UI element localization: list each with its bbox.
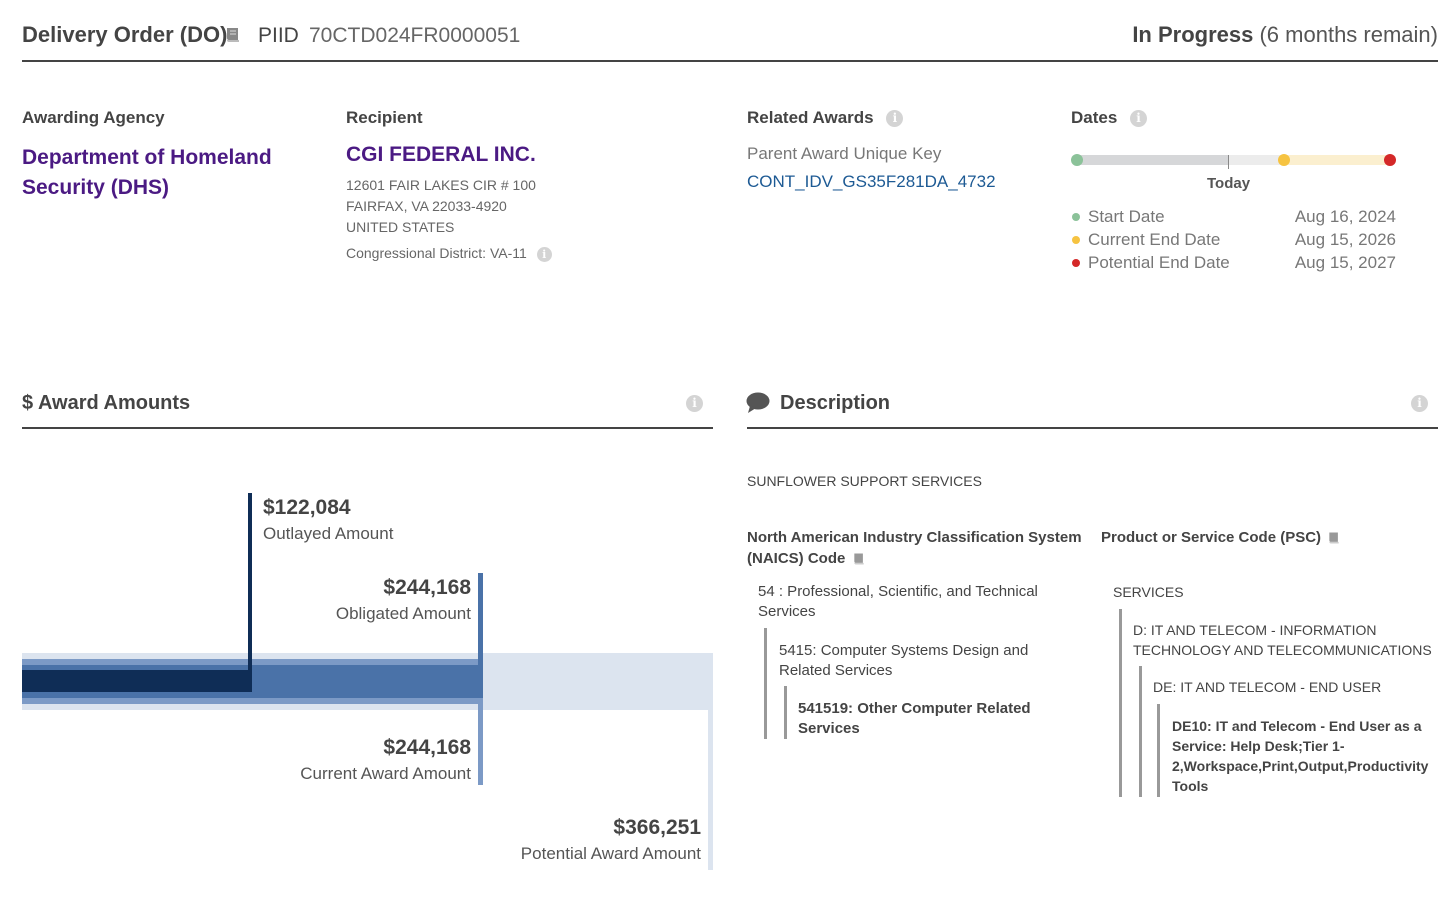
status-text: In Progress bbox=[1132, 22, 1254, 47]
psc-level-4-line-1: DE10: IT and Telecom - End User as a bbox=[1172, 718, 1422, 734]
naics-level-1-line-2: Services bbox=[758, 603, 816, 620]
psc-level-1: SERVICES bbox=[1113, 584, 1184, 600]
current-end-date-value: Aug 15, 2026 bbox=[1294, 230, 1396, 249]
header-divider bbox=[22, 60, 1438, 62]
outlayed-marker-line bbox=[248, 493, 252, 692]
naics-level-3-line-1: 541519: Other Computer Related bbox=[798, 700, 1031, 717]
related-awards-header: Related Awards i bbox=[747, 108, 904, 128]
psc-level-4-line-3: 2,Workspace,Print,Output,Productivity bbox=[1172, 758, 1429, 774]
awarding-agency-label: Awarding Agency bbox=[22, 108, 165, 127]
start-date-legend-dot bbox=[1072, 213, 1080, 221]
psc-tree-line-1 bbox=[1119, 609, 1122, 797]
potential-end-date-label: Potential End Date bbox=[1088, 253, 1230, 272]
timeline-start-marker bbox=[1071, 154, 1083, 166]
recipient-link[interactable]: CGI FEDERAL INC. bbox=[346, 143, 536, 166]
naics-level-2-line-1: 5415: Computer Systems Design and bbox=[779, 642, 1029, 659]
address-country: UNITED STATES bbox=[346, 219, 455, 235]
naics-tree-line-2 bbox=[784, 686, 787, 739]
psc-level-4-line-4: Tools bbox=[1172, 778, 1209, 794]
timeline-remaining-bar bbox=[1229, 155, 1283, 165]
dates-header: Dates i bbox=[1071, 108, 1148, 128]
naics-glossary-book-icon[interactable] bbox=[852, 552, 866, 566]
psc-tree-line-3 bbox=[1157, 704, 1160, 797]
naics-level-1: 54 : Professional, Scientific, and Techn… bbox=[758, 582, 1038, 622]
naics-level-2-line-2: Related Services bbox=[779, 662, 893, 679]
dates-info-icon[interactable]: i bbox=[1130, 110, 1148, 128]
psc-level-2: D: IT AND TELECOM - INFORMATION TECHNOLO… bbox=[1133, 620, 1432, 660]
potential-award-amount-label: Potential Award Amount bbox=[520, 844, 701, 863]
obligated-amount-value: $244,168 bbox=[383, 576, 471, 599]
congressional-district-info-icon[interactable]: i bbox=[536, 246, 552, 262]
outlayed-amount-label: Outlayed Amount bbox=[263, 524, 394, 543]
description-title: Description bbox=[780, 392, 891, 414]
award-amounts-info-icon[interactable]: i bbox=[686, 395, 703, 412]
psc-level-4: DE10: IT and Telecom - End User as a Ser… bbox=[1172, 716, 1428, 796]
current-end-date-legend-dot bbox=[1072, 236, 1080, 244]
congressional-district-text: Congressional District: VA-11 bbox=[346, 245, 527, 261]
naics-tree-line-1 bbox=[764, 628, 767, 739]
address-line-1: 12601 FAIR LAKES CIR # 100 bbox=[346, 177, 536, 193]
related-awards-info-icon[interactable]: i bbox=[886, 110, 904, 128]
outlayed-amount-value: $122,084 bbox=[263, 496, 351, 519]
start-date-label: Start Date bbox=[1088, 207, 1165, 226]
timeline-current-end-marker bbox=[1278, 154, 1290, 166]
description-divider bbox=[747, 427, 1438, 429]
parent-award-link[interactable]: CONT_IDV_GS35F281DA_4732 bbox=[747, 172, 996, 191]
psc-glossary-book-icon[interactable] bbox=[1327, 531, 1341, 545]
congressional-district: Congressional District: VA-11 i bbox=[346, 243, 552, 264]
psc-level-4-line-2: Service: Help Desk;Tier 1- bbox=[1172, 738, 1345, 754]
timeline-elapsed-bar bbox=[1076, 155, 1229, 165]
outlayed-bar[interactable] bbox=[22, 670, 252, 692]
naics-level-1-line-1: 54 : Professional, Scientific, and Techn… bbox=[758, 583, 1038, 600]
potential-award-marker-line bbox=[708, 710, 713, 870]
award-amounts-title: $ Award Amounts bbox=[22, 392, 191, 414]
related-awards-label: Related Awards bbox=[747, 108, 874, 127]
obligated-marker-line bbox=[478, 573, 483, 665]
current-award-amount-label: Current Award Amount bbox=[300, 764, 471, 783]
piid-label: PIID bbox=[258, 24, 299, 47]
current-award-marker-line bbox=[478, 704, 483, 785]
psc-level-2-line-1: D: IT AND TELECOM - INFORMATION bbox=[1133, 622, 1377, 638]
glossary-book-icon[interactable] bbox=[224, 26, 242, 44]
speech-bubble-icon bbox=[746, 392, 770, 413]
current-end-date-label: Current End Date bbox=[1088, 230, 1221, 249]
recipient-label: Recipient bbox=[346, 108, 423, 127]
naics-heading-line-2: (NAICS) Code bbox=[747, 550, 846, 567]
description-text: SUNFLOWER SUPPORT SERVICES bbox=[747, 473, 982, 489]
timeline-today-label: Today bbox=[1207, 175, 1251, 192]
award-status: In Progress (6 months remain) bbox=[1132, 22, 1438, 48]
start-date-value: Aug 16, 2024 bbox=[1294, 207, 1396, 226]
psc-level-2-line-2: TECHNOLOGY AND TELECOMMUNICATIONS bbox=[1133, 642, 1432, 658]
psc-heading-text: Product or Service Code (PSC) bbox=[1101, 529, 1322, 546]
awarding-agency-link[interactable]: Department of Homeland Security (DHS) bbox=[22, 146, 272, 199]
potential-end-date-value: Aug 15, 2027 bbox=[1294, 253, 1396, 272]
award-type-title: Delivery Order (DO) bbox=[22, 22, 228, 47]
description-info-icon[interactable]: i bbox=[1411, 395, 1428, 412]
status-remaining: (6 months remain) bbox=[1259, 22, 1438, 47]
award-amounts-divider bbox=[22, 427, 713, 429]
timeline-potential-bar bbox=[1283, 155, 1390, 165]
naics-heading-line-2-row: (NAICS) Code bbox=[747, 548, 1082, 569]
address-line-2: FAIRFAX, VA 22033-4920 bbox=[346, 198, 507, 214]
potential-award-amount-value: $366,251 bbox=[613, 816, 701, 839]
timeline-potential-end-marker bbox=[1384, 154, 1396, 166]
psc-heading: Product or Service Code (PSC) bbox=[1101, 527, 1341, 548]
psc-tree-line-2 bbox=[1139, 666, 1142, 797]
current-award-amount-value: $244,168 bbox=[383, 736, 471, 759]
naics-level-3-line-2: Services bbox=[798, 720, 860, 737]
naics-heading-line-1: North American Industry Classification S… bbox=[747, 529, 1082, 546]
naics-level-3: 541519: Other Computer Related Services bbox=[798, 699, 1031, 739]
psc-level-3: DE: IT AND TELECOM - END USER bbox=[1153, 679, 1382, 695]
piid-value: 70CTD024FR0000051 bbox=[309, 24, 521, 47]
timeline-today-marker bbox=[1228, 155, 1229, 169]
obligated-amount-label: Obligated Amount bbox=[335, 604, 471, 623]
dates-label: Dates bbox=[1071, 108, 1118, 127]
recipient-address: 12601 FAIR LAKES CIR # 100 FAIRFAX, VA 2… bbox=[346, 175, 536, 238]
potential-end-date-legend-dot bbox=[1072, 259, 1080, 267]
naics-heading: North American Industry Classification S… bbox=[747, 527, 1082, 569]
naics-level-2: 5415: Computer Systems Design and Relate… bbox=[779, 641, 1028, 681]
parent-award-label: Parent Award Unique Key bbox=[747, 144, 942, 163]
